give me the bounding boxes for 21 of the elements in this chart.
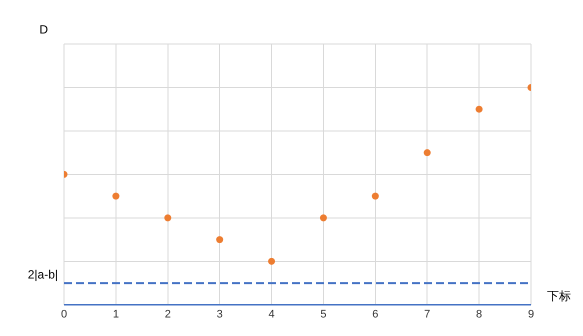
x-tick-label: 8	[476, 308, 482, 320]
x-tick-label: 7	[424, 308, 430, 320]
x-axis-title: 下标	[547, 289, 571, 304]
x-tick-label: 2	[164, 308, 171, 320]
ref-line-label: 2|a-b|	[28, 267, 58, 282]
x-tick-label: 5	[320, 308, 327, 320]
point	[320, 214, 327, 222]
x-tick-label: 1	[112, 308, 119, 320]
point	[268, 258, 276, 265]
x-tick-label: 0	[60, 308, 68, 320]
x-tick-label: 9	[528, 308, 534, 320]
x-tick-label: 4	[268, 308, 275, 320]
point	[372, 192, 379, 200]
point	[112, 192, 120, 200]
x-tick-label: 3	[216, 308, 223, 320]
point	[476, 106, 483, 113]
point	[164, 214, 172, 222]
point	[216, 236, 224, 244]
point	[424, 149, 431, 156]
x-tick-label: 6	[372, 308, 378, 320]
y-axis-title: D	[39, 22, 48, 36]
